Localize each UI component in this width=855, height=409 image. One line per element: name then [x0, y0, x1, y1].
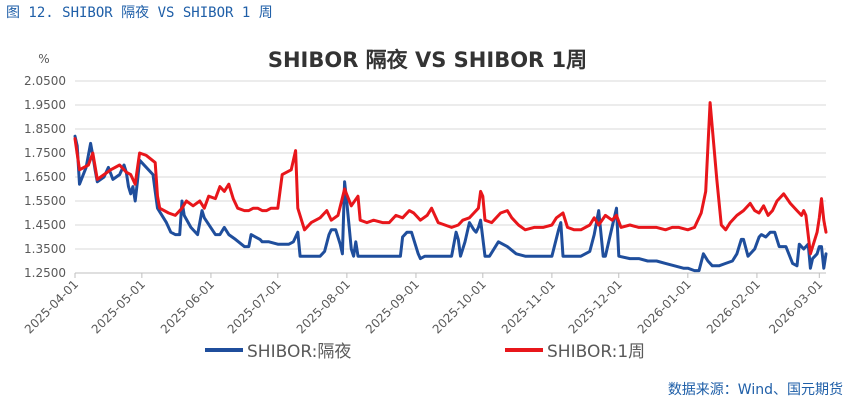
x-tick-label: 2025-12-01 — [566, 277, 625, 336]
x-tick-label: 2025-09-01 — [363, 277, 422, 336]
x-tick-label: 2025-07-01 — [225, 277, 284, 336]
y-axis-unit-label: % — [38, 52, 49, 66]
y-tick-label: 2.0500 — [24, 74, 66, 88]
y-tick-label: 1.7500 — [24, 146, 66, 160]
y-tick-label: 1.9500 — [24, 98, 66, 112]
x-tick-label: 2026-03-01 — [766, 277, 825, 336]
y-tick-label: 1.4500 — [24, 218, 66, 232]
y-tick-label: 1.5500 — [24, 194, 66, 208]
series-lines — [73, 101, 828, 273]
figure-caption: 图 12. SHIBOR 隔夜 VS SHIBOR 1 周 — [6, 5, 273, 21]
legend: SHIBOR:隔夜 SHIBOR:1周 — [205, 342, 645, 362]
y-tick-label: 1.2500 — [24, 266, 66, 280]
series-line-1 — [73, 134, 828, 273]
data-source-note: 数据来源：Wind、国元期货 — [667, 382, 843, 398]
y-axis-ticks: 1.2500 1.3500 1.4500 1.5500 1.6500 1.7500 1.85… — [24, 74, 66, 280]
gridlines — [75, 80, 826, 274]
y-tick-label: 1.8500 — [24, 122, 66, 136]
legend-label: SHIBOR:1周 — [547, 342, 645, 362]
series-line-2 — [73, 101, 828, 256]
x-tick-label: 2025-05-01 — [89, 277, 148, 336]
y-tick-label: 1.6500 — [24, 170, 66, 184]
x-tick-label: 2025-08-01 — [294, 277, 353, 336]
x-axis-ticks: 2025-04-01 2025-05-01 2025-06-01 2025-07-01… — [22, 273, 825, 336]
x-tick-label: 2025-10-01 — [430, 277, 489, 336]
x-tick-label: 2025-04-01 — [22, 277, 81, 336]
x-tick-label: 2025-06-01 — [158, 277, 217, 336]
x-tick-label: 2026-01-01 — [635, 277, 694, 336]
x-tick-label: 2025-11-01 — [499, 277, 558, 336]
y-tick-label: 1.3500 — [24, 242, 66, 256]
legend-label: SHIBOR:隔夜 — [247, 342, 351, 362]
x-tick-label: 2026-02-01 — [704, 277, 763, 336]
chart-title: SHIBOR 隔夜 VS SHIBOR 1周 — [267, 48, 588, 72]
